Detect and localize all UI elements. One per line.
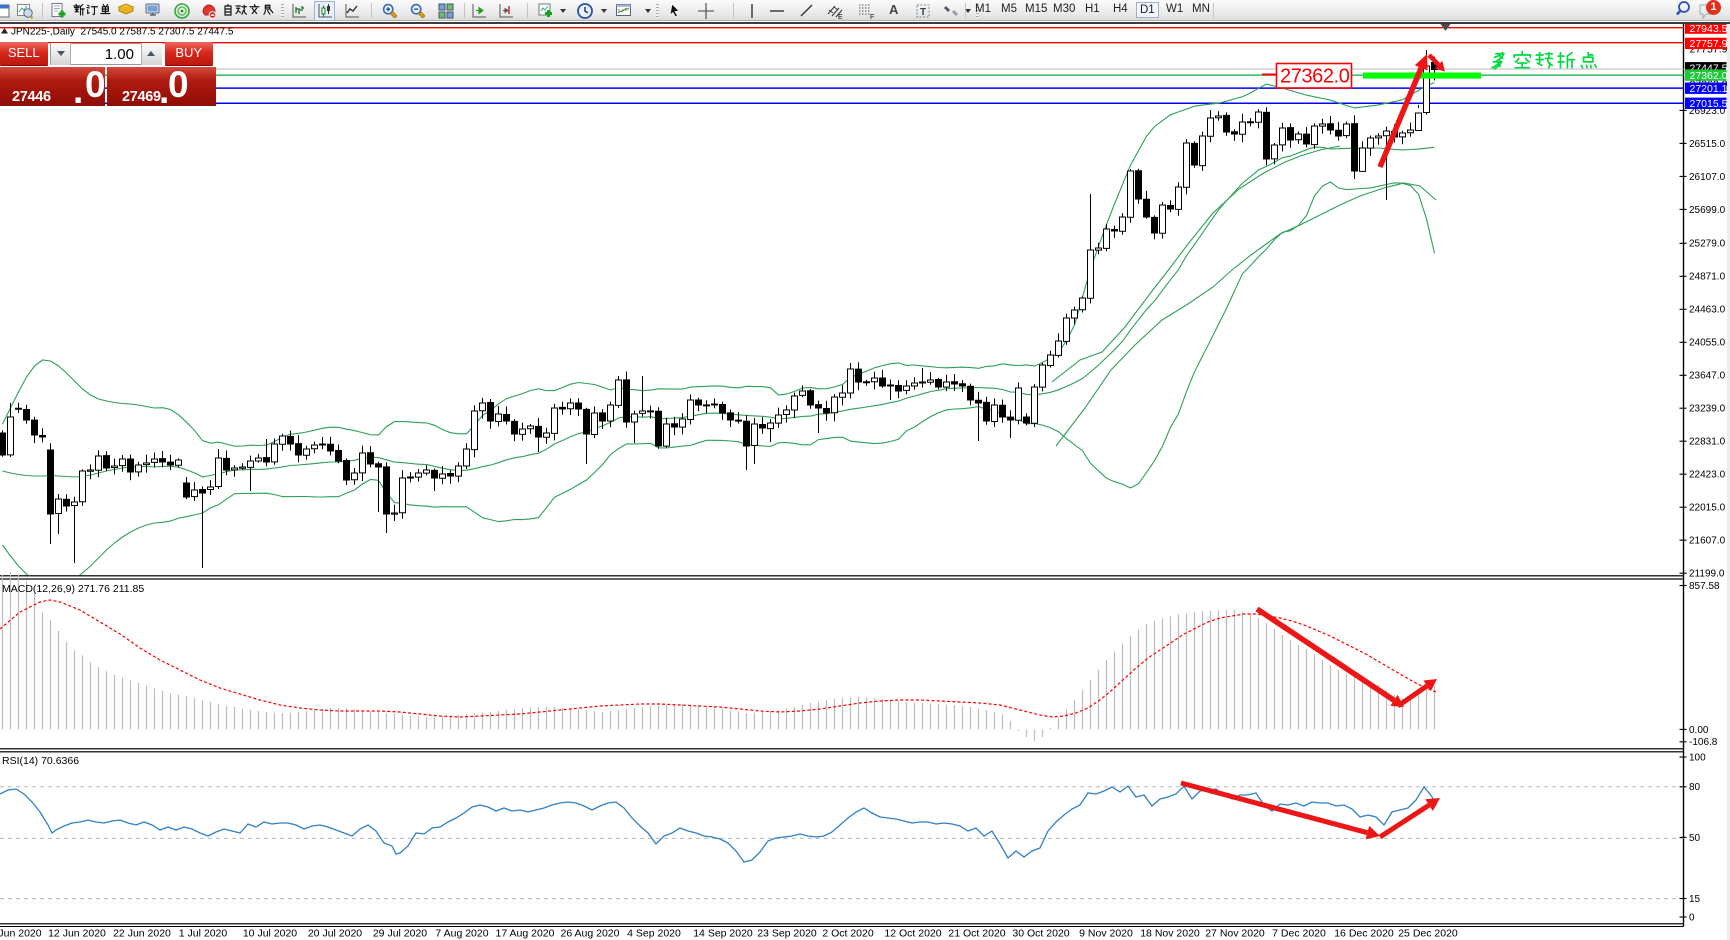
svg-text:18 Nov 2020: 18 Nov 2020 — [1140, 928, 1200, 940]
svg-text:80: 80 — [1689, 782, 1701, 793]
svg-text:0.00: 0.00 — [1689, 725, 1709, 736]
svg-text:21199.0: 21199.0 — [1689, 569, 1725, 580]
svg-text:50: 50 — [1689, 833, 1701, 844]
svg-text:29 Jul 2020: 29 Jul 2020 — [373, 928, 427, 940]
svg-text:0: 0 — [1689, 912, 1695, 923]
svg-text:27362.0: 27362.0 — [1690, 70, 1728, 82]
svg-text:23647.0: 23647.0 — [1689, 371, 1726, 382]
svg-text:-106.8: -106.8 — [1689, 737, 1718, 748]
svg-text:16 Dec 2020: 16 Dec 2020 — [1334, 928, 1394, 940]
svg-text:2 Oct 2020: 2 Oct 2020 — [822, 928, 874, 940]
svg-text:4 Sep 2020: 4 Sep 2020 — [627, 928, 681, 940]
svg-text:JPN225-,Daily 27545.0 27587.5: JPN225-,Daily 27545.0 27587.5 27307.5 27… — [11, 27, 234, 38]
svg-text:7 Dec 2020: 7 Dec 2020 — [1272, 928, 1326, 940]
svg-text:23 Sep 2020: 23 Sep 2020 — [757, 928, 817, 940]
svg-text:22423.0: 22423.0 — [1689, 470, 1726, 481]
svg-text:26923.0: 26923.0 — [1689, 106, 1726, 117]
svg-text:T: T — [920, 7, 926, 18]
svg-text:12 Jun 2020: 12 Jun 2020 — [48, 928, 106, 940]
svg-text:26515.0: 26515.0 — [1689, 139, 1726, 150]
svg-text:21 Oct 2020: 21 Oct 2020 — [948, 928, 1005, 940]
svg-text:27757.9: 27757.9 — [1690, 38, 1728, 50]
svg-text:30 Oct 2020: 30 Oct 2020 — [1012, 928, 1069, 940]
svg-text:1 Jul 2020: 1 Jul 2020 — [179, 928, 228, 940]
svg-text:22 Jun 2020: 22 Jun 2020 — [113, 928, 171, 940]
svg-text:21607.0: 21607.0 — [1689, 536, 1726, 547]
svg-text:14 Sep 2020: 14 Sep 2020 — [693, 928, 753, 940]
svg-text:24871.0: 24871.0 — [1689, 272, 1726, 283]
svg-text:9 Nov 2020: 9 Nov 2020 — [1079, 928, 1133, 940]
svg-text:E: E — [838, 14, 843, 20]
svg-text:17 Aug 2020: 17 Aug 2020 — [496, 928, 555, 940]
svg-text:22015.0: 22015.0 — [1689, 503, 1726, 514]
svg-text:27015.5: 27015.5 — [1690, 98, 1728, 110]
svg-text:Jun 2020: Jun 2020 — [0, 928, 42, 940]
svg-text:22831.0: 22831.0 — [1689, 437, 1726, 448]
svg-text:12 Oct 2020: 12 Oct 2020 — [884, 928, 941, 940]
svg-text:7 Aug 2020: 7 Aug 2020 — [435, 928, 488, 940]
svg-text:25699.0: 25699.0 — [1689, 205, 1726, 216]
svg-text:10 Jul 2020: 10 Jul 2020 — [243, 928, 297, 940]
svg-text:24055.0: 24055.0 — [1689, 338, 1726, 349]
svg-text:25 Dec 2020: 25 Dec 2020 — [1398, 928, 1458, 940]
svg-text:20 Jul 2020: 20 Jul 2020 — [308, 928, 362, 940]
svg-text:27 Nov 2020: 27 Nov 2020 — [1205, 928, 1265, 940]
svg-text:26 Aug 2020: 26 Aug 2020 — [561, 928, 620, 940]
svg-text:24463.0: 24463.0 — [1689, 305, 1726, 316]
svg-text:15: 15 — [1689, 894, 1701, 905]
svg-text:F: F — [870, 14, 874, 20]
svg-text:23239.0: 23239.0 — [1689, 404, 1726, 415]
svg-text:RSI(14) 70.6366: RSI(14) 70.6366 — [2, 755, 79, 767]
svg-text:26107.0: 26107.0 — [1689, 172, 1726, 183]
svg-text:27201.1: 27201.1 — [1690, 83, 1728, 95]
svg-text:MACD(12,26,9) 271.76 211.85: MACD(12,26,9) 271.76 211.85 — [2, 583, 144, 595]
svg-text:27362.0: 27362.0 — [1280, 66, 1350, 88]
svg-text:857.58: 857.58 — [1689, 581, 1720, 592]
svg-text:100: 100 — [1689, 752, 1706, 763]
svg-text:27943.5: 27943.5 — [1690, 23, 1728, 35]
svg-text:25279.0: 25279.0 — [1689, 239, 1726, 250]
